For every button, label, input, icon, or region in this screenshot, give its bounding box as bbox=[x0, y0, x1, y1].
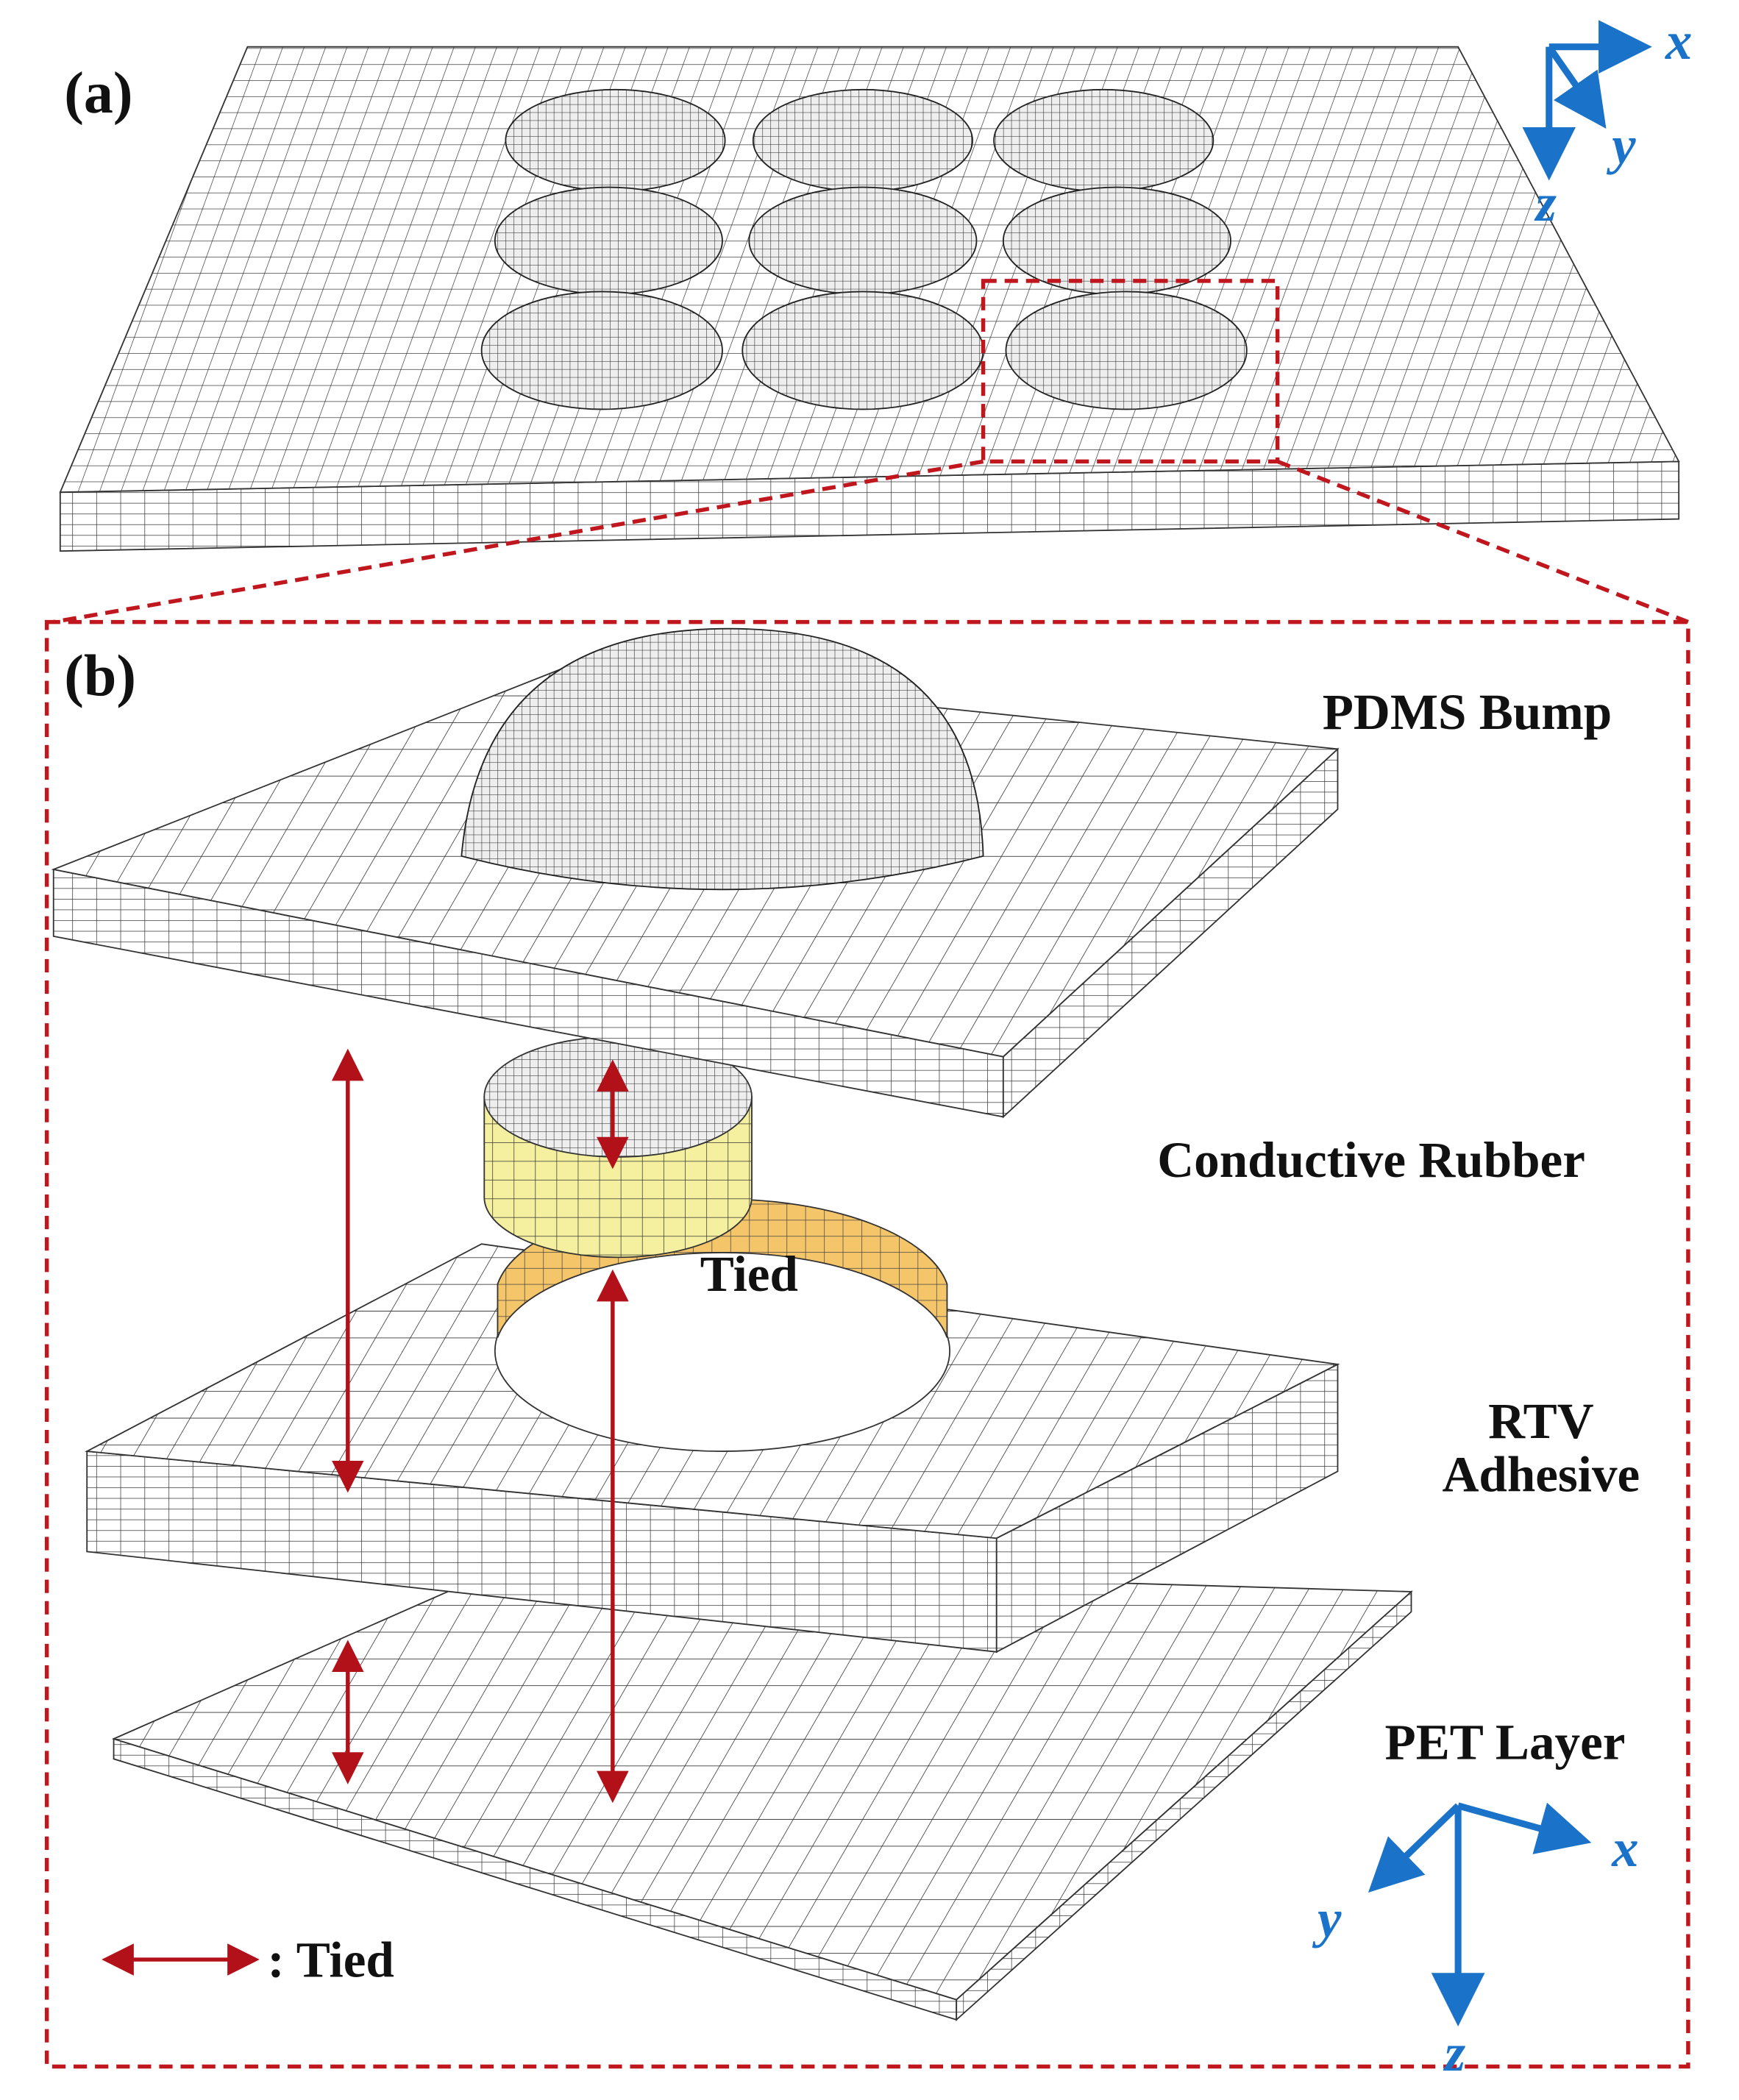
y-axis bbox=[1368, 1803, 1461, 1893]
panel-label: (b) bbox=[64, 644, 136, 709]
panel-b: (b) PDMS Bump Conductive Rubber Tied RTV… bbox=[44, 619, 1690, 2082]
zoom-line bbox=[53, 459, 984, 624]
zoom-box bbox=[981, 279, 1280, 464]
panel-a: (a) x y z bbox=[59, 11, 1692, 552]
bump bbox=[748, 186, 978, 295]
legend-text: : Tied bbox=[268, 1932, 394, 1988]
z-label: z bbox=[1534, 173, 1557, 232]
bump bbox=[752, 88, 973, 192]
bump bbox=[1005, 291, 1248, 410]
x-axis bbox=[1457, 1802, 1592, 1854]
y-axis bbox=[1546, 45, 1607, 129]
layer-label: RTV bbox=[1488, 1392, 1594, 1449]
x-label: x bbox=[1665, 11, 1692, 71]
bump bbox=[742, 291, 984, 410]
layer-label: PET Layer bbox=[1385, 1713, 1626, 1770]
axes-triad bbox=[1368, 1802, 1592, 2026]
panel-label: (a) bbox=[64, 61, 132, 126]
pet-top bbox=[111, 1564, 1413, 2001]
bump bbox=[1002, 186, 1231, 295]
pdms-dome bbox=[460, 627, 984, 891]
layer-label: Adhesive bbox=[1443, 1446, 1640, 1503]
bump bbox=[494, 186, 723, 295]
y-label: y bbox=[1312, 1889, 1342, 1948]
y-label: y bbox=[1606, 115, 1636, 175]
detail-box bbox=[44, 619, 1690, 2069]
z-label: z bbox=[1443, 2023, 1466, 2082]
bump bbox=[505, 88, 726, 192]
axes-triad bbox=[1522, 20, 1652, 181]
x-label: x bbox=[1611, 1818, 1638, 1878]
tied-arrows bbox=[102, 1048, 629, 1976]
layer-label: Conductive Rubber bbox=[1157, 1131, 1585, 1188]
layer-label: PDMS Bump bbox=[1323, 683, 1612, 740]
bump bbox=[993, 88, 1215, 192]
bump bbox=[480, 291, 723, 410]
tied-label: Tied bbox=[700, 1245, 798, 1302]
bumps bbox=[480, 88, 1248, 410]
zoom-line bbox=[1276, 459, 1689, 624]
